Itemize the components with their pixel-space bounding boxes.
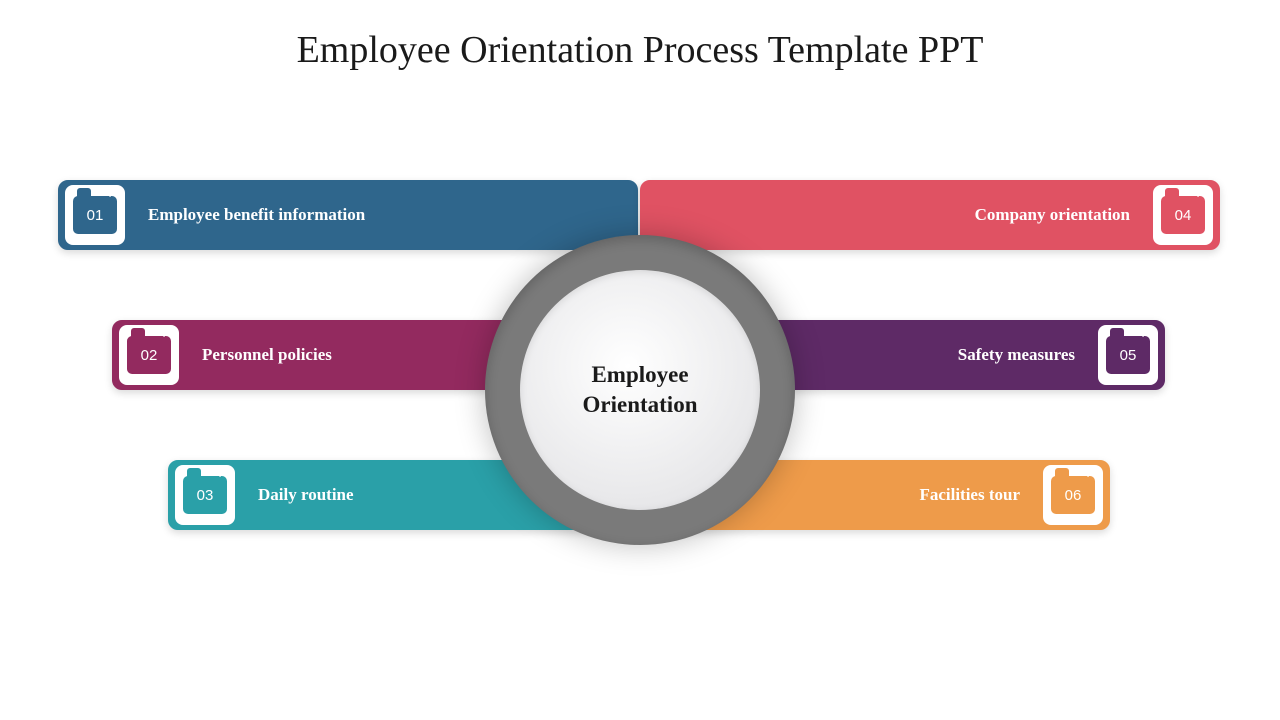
center-circle-outer: EmployeeOrientation: [485, 235, 795, 545]
badge-number: 06: [1065, 487, 1082, 504]
bar-04: Company orientation 04: [640, 180, 1220, 250]
badge-number: 05: [1120, 347, 1137, 364]
bar-label-05: Safety measures: [940, 345, 1093, 365]
center-circle-text: EmployeeOrientation: [583, 360, 698, 420]
bar-label-02: Personnel policies: [184, 345, 350, 365]
bar-label-06: Facilities tour: [901, 485, 1038, 505]
badge-number: 02: [141, 347, 158, 364]
badge-04: 04: [1153, 185, 1213, 245]
orientation-diagram: 01 Employee benefit information 02 Perso…: [0, 170, 1280, 610]
badge-number: 01: [87, 207, 104, 224]
bar-01: 01 Employee benefit information: [58, 180, 638, 250]
center-circle-inner: EmployeeOrientation: [520, 270, 760, 510]
badge-01: 01: [65, 185, 125, 245]
badge-02: 02: [119, 325, 179, 385]
badge-05: 05: [1098, 325, 1158, 385]
badge-06: 06: [1043, 465, 1103, 525]
page-title: Employee Orientation Process Template PP…: [0, 28, 1280, 72]
badge-03: 03: [175, 465, 235, 525]
bar-label-03: Daily routine: [240, 485, 372, 505]
bar-label-04: Company orientation: [957, 205, 1148, 225]
badge-number: 04: [1175, 207, 1192, 224]
badge-number: 03: [197, 487, 214, 504]
bar-label-01: Employee benefit information: [130, 205, 383, 225]
